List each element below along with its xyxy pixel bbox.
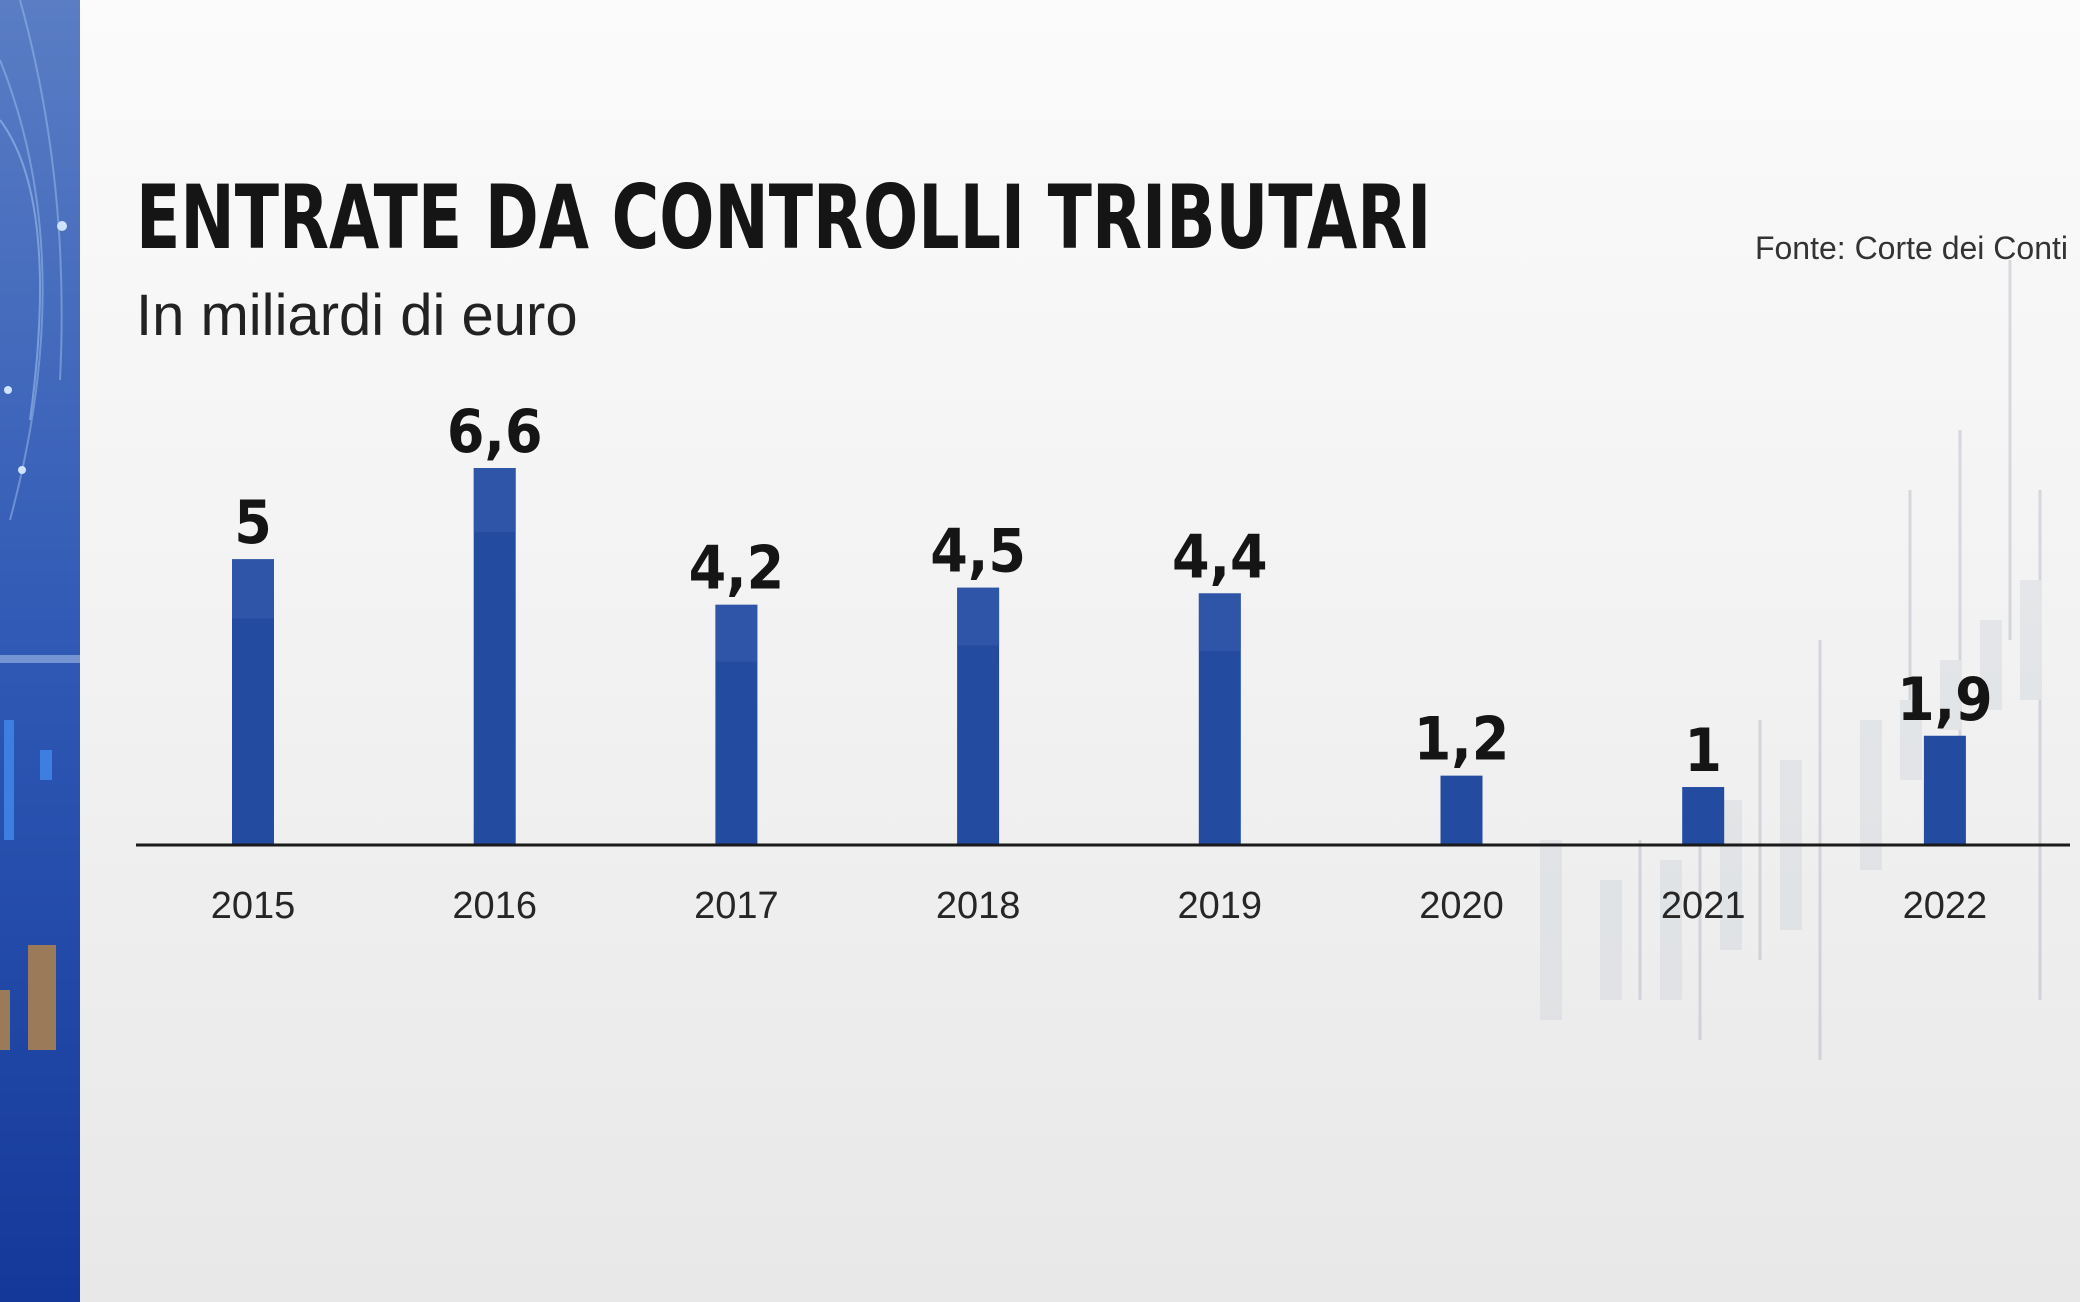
chart-title: ENTRATE DA CONTROLLI TRIBUTARI [136,166,1432,269]
x-tick-label-2017: 2017 [694,885,779,927]
x-tick-label-2019: 2019 [1178,885,1263,927]
bar-2021 [1682,787,1725,844]
chart-subtitle: In miliardi di euro [136,283,578,348]
bar-highlight-2016 [473,468,516,532]
value-label-2017: 4,2 [689,534,785,604]
x-tick-label-2020: 2020 [1419,885,1504,927]
source-note: Fonte: Corte dei Conti [1754,230,2068,266]
side-decorative-panel [0,0,80,1302]
bar-highlight-2018 [957,587,1000,646]
x-tick-label-2015: 2015 [211,885,296,927]
bar-2022 [1923,735,1966,844]
bar-highlight-2017 [715,604,758,662]
x-tick-label-2021: 2021 [1661,885,1746,927]
value-label-2018: 4,5 [930,517,1026,587]
value-label-2016: 6,6 [447,397,543,467]
value-label-2020: 1,2 [1414,705,1510,775]
value-label-2019: 4,4 [1172,522,1268,592]
x-tick-label-2016: 2016 [452,885,537,927]
bar-highlight-2015 [232,559,274,619]
bar-2020 [1440,775,1483,844]
x-tick-label-2018: 2018 [936,885,1021,927]
value-label-2022: 1,9 [1897,665,1993,735]
value-label-2015: 5 [234,488,272,558]
bar-highlight-2019 [1198,593,1241,651]
x-tick-label-2022: 2022 [1903,885,1988,927]
value-label-2021: 1 [1684,716,1722,786]
